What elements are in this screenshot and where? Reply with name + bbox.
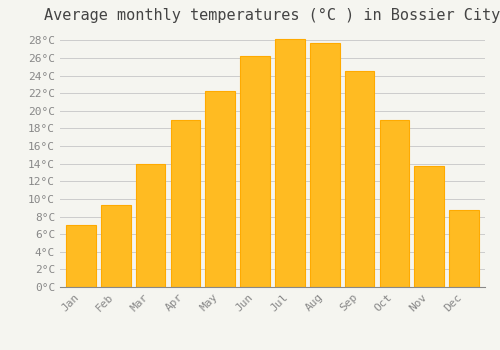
Bar xyxy=(206,91,235,287)
Title: Average monthly temperatures (°C ) in Bossier City: Average monthly temperatures (°C ) in Bo… xyxy=(44,8,500,23)
Bar xyxy=(345,71,374,287)
Bar xyxy=(310,43,340,287)
Bar xyxy=(450,210,479,287)
Bar xyxy=(170,120,200,287)
Bar xyxy=(66,225,96,287)
Bar xyxy=(380,120,409,287)
Bar xyxy=(136,164,166,287)
Bar xyxy=(275,38,304,287)
Bar xyxy=(414,166,444,287)
Bar xyxy=(240,56,270,287)
Bar xyxy=(101,205,130,287)
